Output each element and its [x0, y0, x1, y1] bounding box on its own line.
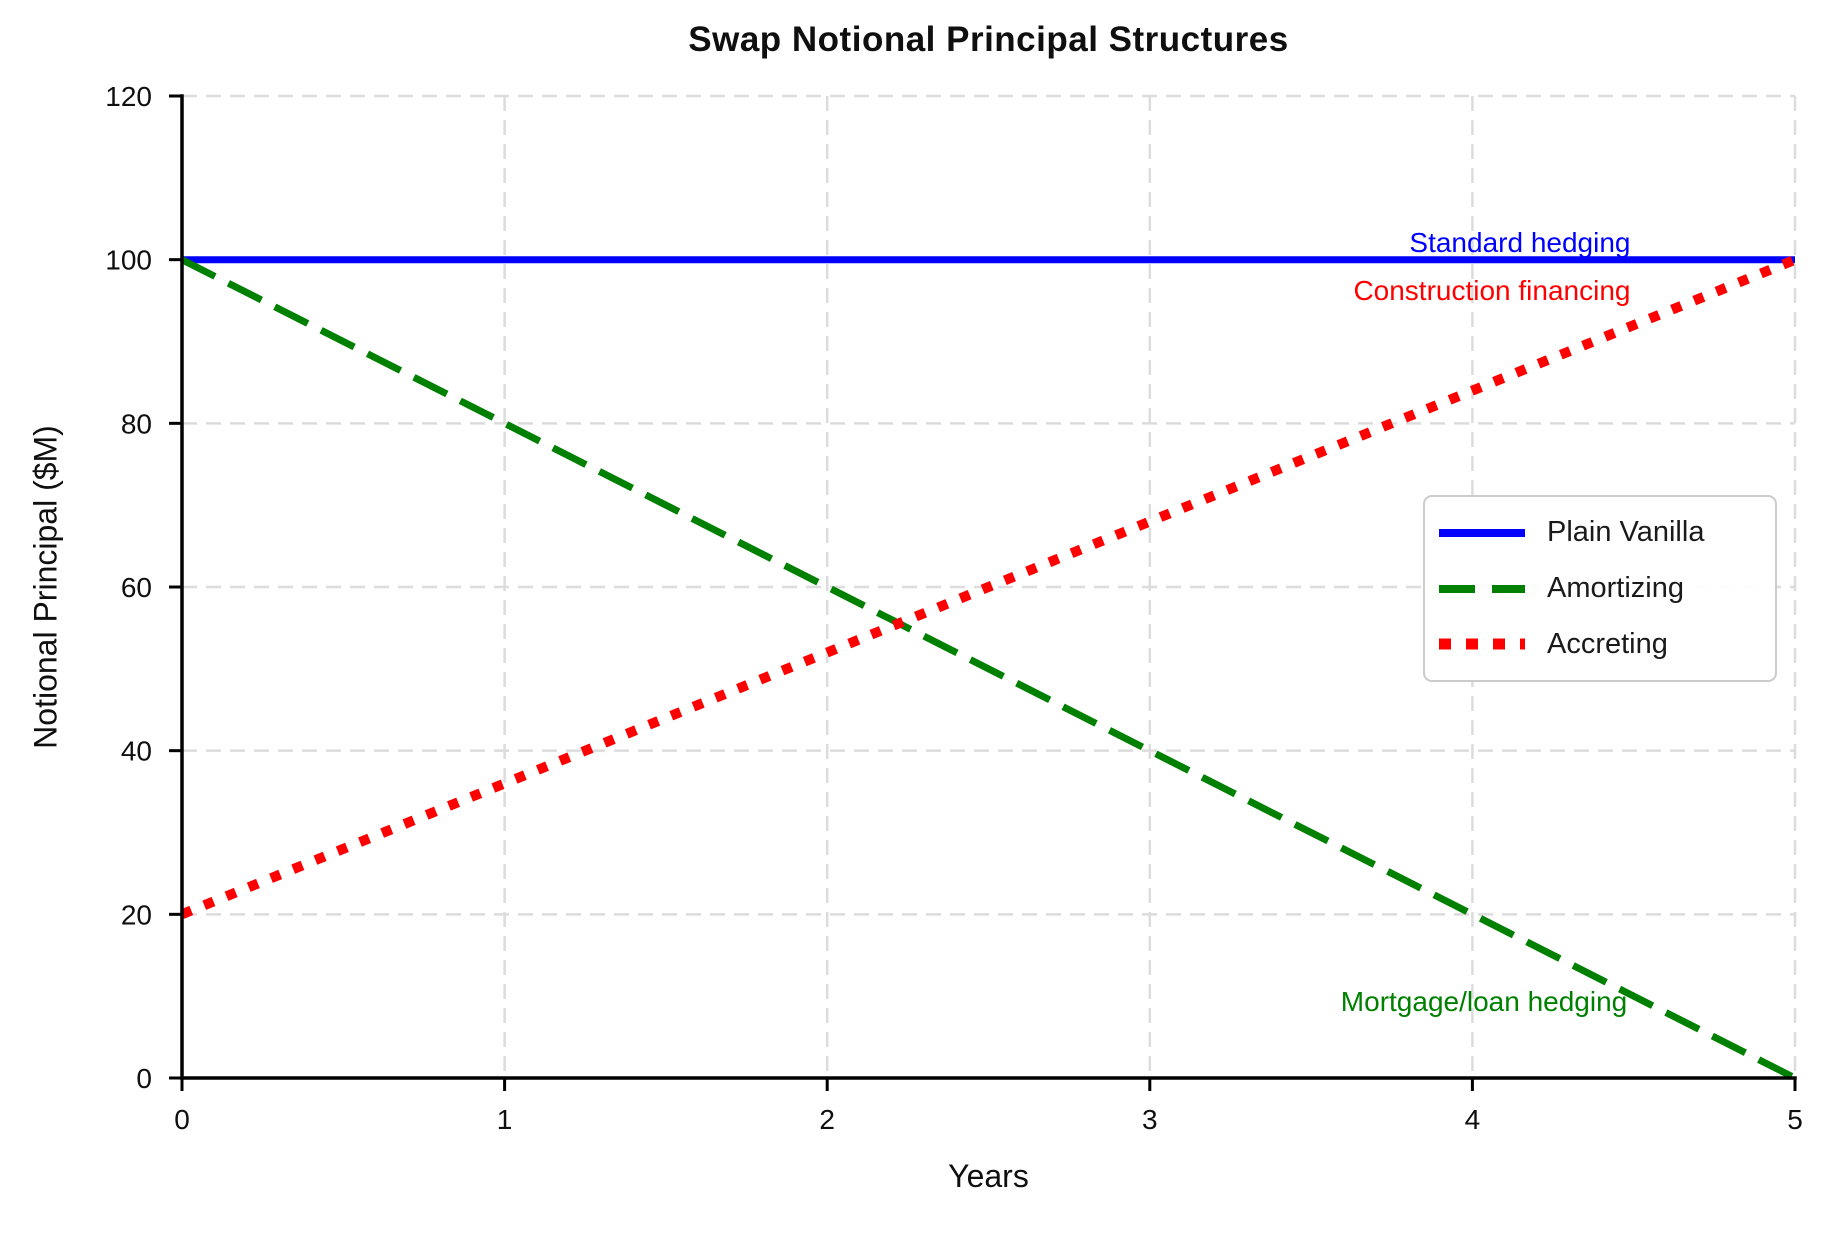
legend-label: Plain Vanilla: [1547, 516, 1705, 549]
y-tick-label: 0: [136, 1063, 152, 1094]
y-tick-label: 120: [105, 81, 152, 112]
y-axis-label: Notional Principal ($M): [27, 425, 64, 749]
legend: Plain Vanilla Amortizing Accreting: [1423, 495, 1777, 682]
series-line-accreting: [180, 255, 1797, 919]
x-tick-label: 4: [1465, 1104, 1481, 1135]
series-line-amortizing: [180, 256, 1797, 1082]
x-tick-label: 1: [497, 1104, 513, 1135]
y-tick-label: 60: [121, 572, 152, 603]
legend-label: Amortizing: [1547, 572, 1684, 604]
legend-swatch-dotted-line-icon: [1439, 638, 1525, 650]
legend-label: Accreting: [1547, 627, 1668, 660]
y-tick-label: 40: [121, 736, 152, 767]
x-axis-label: Years: [948, 1158, 1029, 1194]
y-tick-label: 20: [121, 899, 152, 930]
x-tick-label: 0: [174, 1104, 190, 1135]
annotation-construction-financing: Construction financing: [1353, 274, 1631, 306]
y-tick-label: 100: [105, 245, 152, 276]
legend-item-plain-vanilla: Plain Vanilla: [1425, 505, 1775, 561]
chart-title: Swap Notional Principal Structures: [688, 20, 1289, 59]
legend-swatch-dashed-line-icon: [1439, 584, 1525, 593]
y-tick-label: 80: [121, 408, 152, 439]
legend-item-amortizing: Amortizing: [1425, 561, 1775, 617]
x-tick-label: 3: [1142, 1104, 1158, 1135]
annotation-standard-hedging: Standard hedging: [1409, 226, 1631, 258]
annotation-mortgage-loan-hedging: Mortgage/loan hedging: [1340, 985, 1628, 1017]
legend-item-accreting: Accreting: [1425, 616, 1775, 672]
legend-swatch-solid-line-icon: [1439, 528, 1525, 537]
x-tick-label: 2: [819, 1104, 835, 1135]
x-tick-label: 5: [1787, 1104, 1803, 1135]
